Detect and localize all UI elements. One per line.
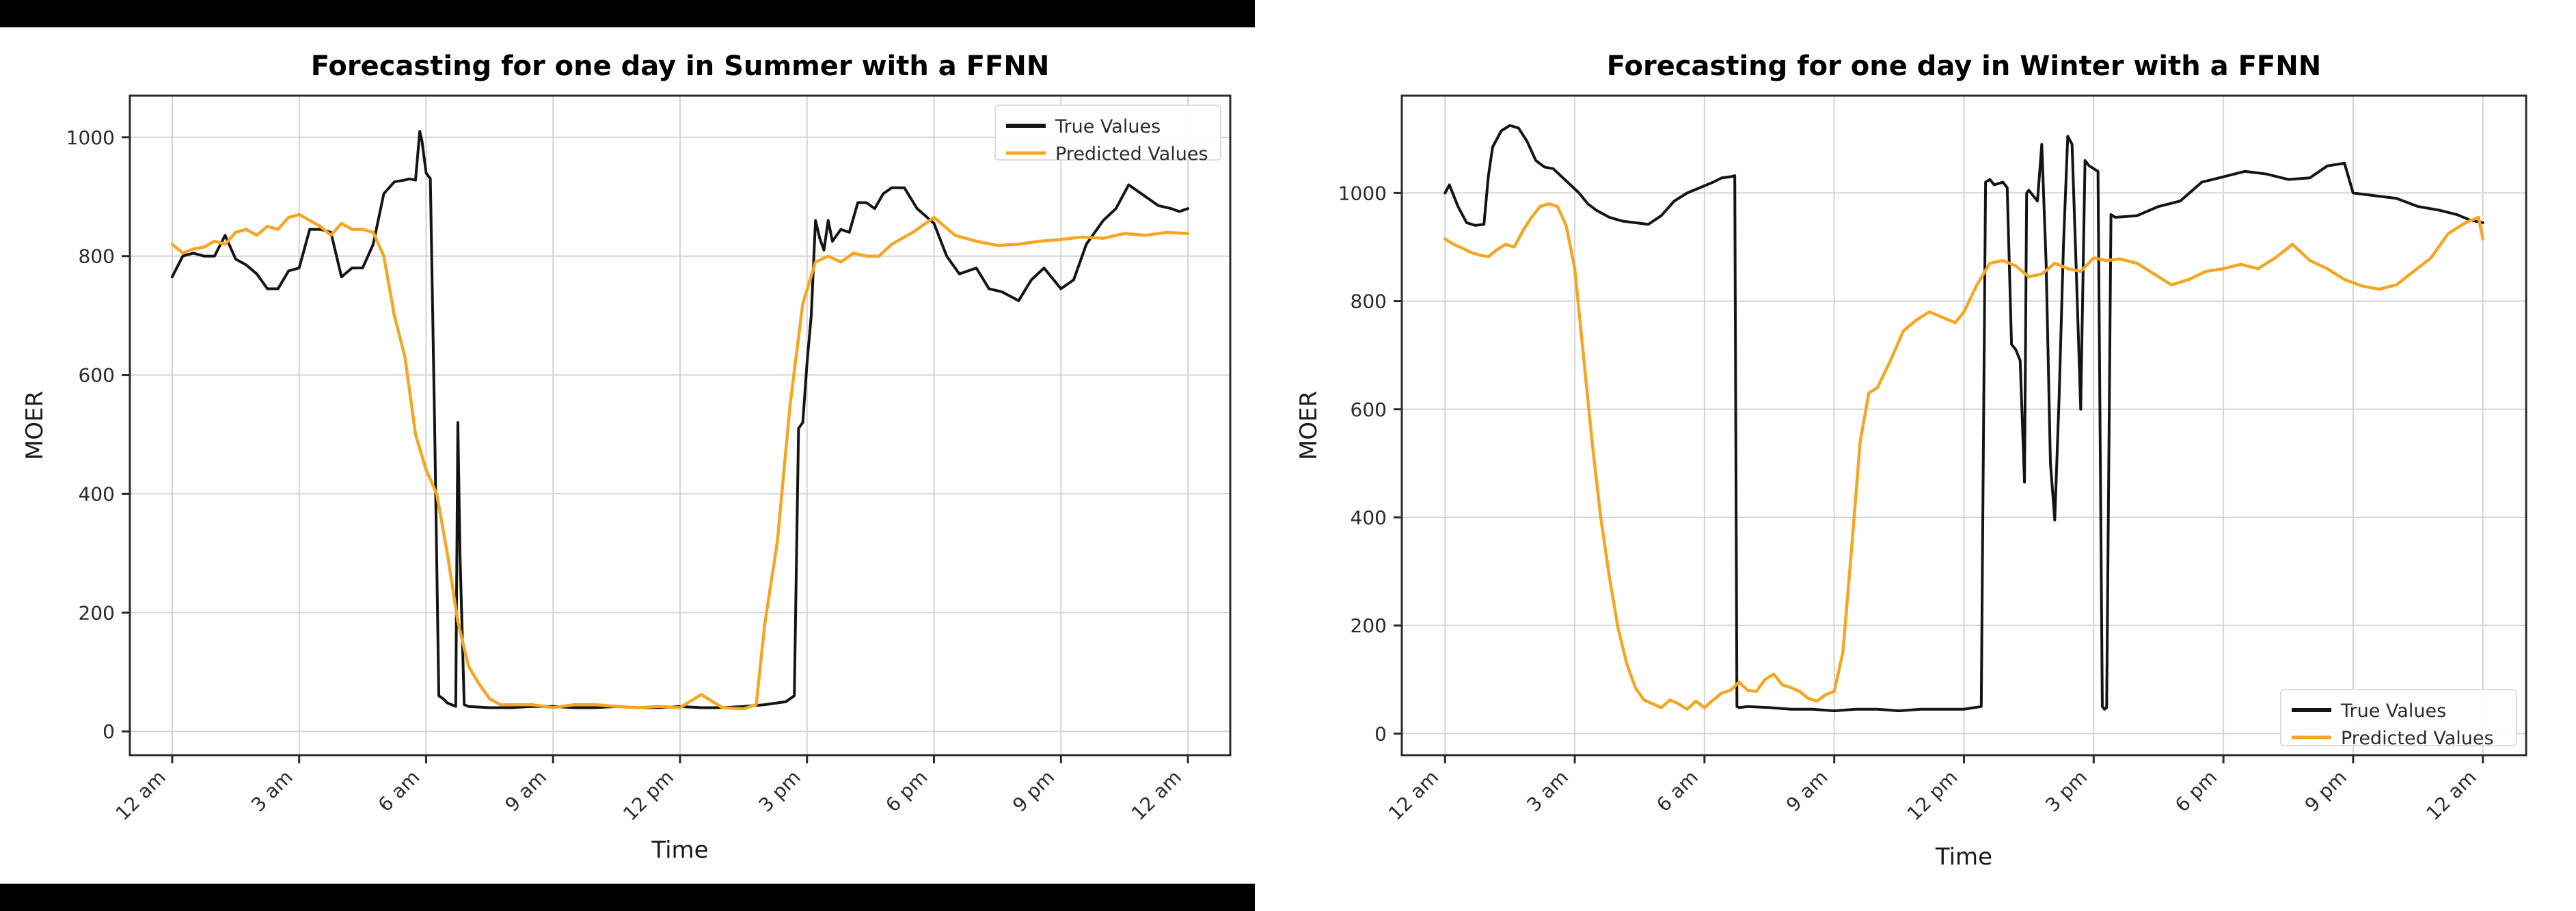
y-tick-label: 0: [1374, 722, 1387, 745]
winter-chart-svg: Forecasting for one day in Winter with a…: [1295, 51, 2527, 871]
x-tick-label: 6 am: [1652, 766, 1703, 817]
y-tick-label: 1000: [66, 126, 115, 149]
chart-panel-winter: Forecasting for one day in Winter with a…: [1255, 0, 2576, 911]
letterbox-band-bottom: [0, 884, 1255, 911]
x-tick-label: 3 pm: [2041, 766, 2091, 817]
chart-legend: True Values Predicted Values: [994, 105, 1221, 165]
series-group: [1443, 124, 2484, 713]
legend-box: [994, 105, 1221, 161]
x-tick-label: 6 pm: [881, 766, 932, 817]
x-tick-label: 9 am: [501, 766, 552, 817]
y-tick-label: 200: [1351, 614, 1387, 637]
legend-label-true: True Values: [1055, 116, 1161, 137]
chart-legend: True Values Predicted Values: [2280, 689, 2517, 749]
chart-title: Forecasting for one day in Summer with a…: [311, 51, 1050, 82]
legend-label-predicted: Predicted Values: [2341, 728, 2494, 749]
y-tick-label: 400: [1351, 506, 1387, 529]
x-tick-label: 9 am: [1782, 766, 1832, 817]
y-tick-label: 400: [79, 482, 115, 505]
letterbox-band-top: [0, 0, 1255, 27]
summer-chart-svg: Forecasting for one day in Summer with a…: [21, 51, 1232, 864]
chart-title: Forecasting for one day in Winter with a…: [1607, 51, 2321, 82]
x-tick-label: 6 pm: [2171, 766, 2221, 817]
y-tick-label: 600: [79, 364, 115, 387]
y-axis-label: MOER: [1295, 391, 1323, 460]
legend-label-true: True Values: [2340, 701, 2446, 722]
y-tick-label: 600: [1351, 398, 1387, 421]
x-tick-label: 12 am: [111, 766, 170, 825]
y-tick-label: 200: [79, 601, 115, 624]
x-axis-label: Time: [1935, 843, 1992, 871]
y-axis-label: MOER: [21, 391, 49, 460]
x-tick-label: 12 pm: [619, 766, 678, 826]
y-tick-label: 800: [79, 245, 115, 268]
chart-panel-summer: Forecasting for one day in Summer with a…: [0, 0, 1255, 911]
x-tick-label: 3 am: [1522, 766, 1573, 817]
x-tick-label: 12 am: [1384, 766, 1443, 825]
x-tick-label: 12 am: [2422, 766, 2480, 825]
x-tick-label: 6 am: [374, 766, 424, 817]
y-tick-label: 800: [1351, 290, 1387, 313]
x-tick-label: 12 pm: [1903, 766, 1962, 826]
y-tick-label: 0: [103, 720, 115, 743]
x-tick-label: 9 pm: [1008, 766, 1059, 817]
x-tick-label: 3 pm: [755, 766, 805, 817]
series-predicted-values: [1443, 202, 2484, 711]
x-axis-label: Time: [651, 837, 708, 864]
series-true-values: [1443, 124, 2484, 713]
x-tick-label: 3 am: [247, 766, 297, 817]
legend-box: [2280, 689, 2517, 746]
x-tick-label: 9 pm: [2301, 766, 2351, 817]
axis-ticks: 0 200 400 600 800 1000 12 am 3 am 6 am 9 am 12 pm 3…: [66, 126, 1189, 826]
grid-lines: [130, 96, 1230, 755]
y-tick-label: 1000: [1338, 182, 1387, 204]
series-predicted-values: [170, 213, 1190, 711]
legend-label-predicted: Predicted Values: [1055, 144, 1208, 165]
series-group: [170, 130, 1190, 711]
x-tick-label: 12 am: [1127, 766, 1186, 825]
